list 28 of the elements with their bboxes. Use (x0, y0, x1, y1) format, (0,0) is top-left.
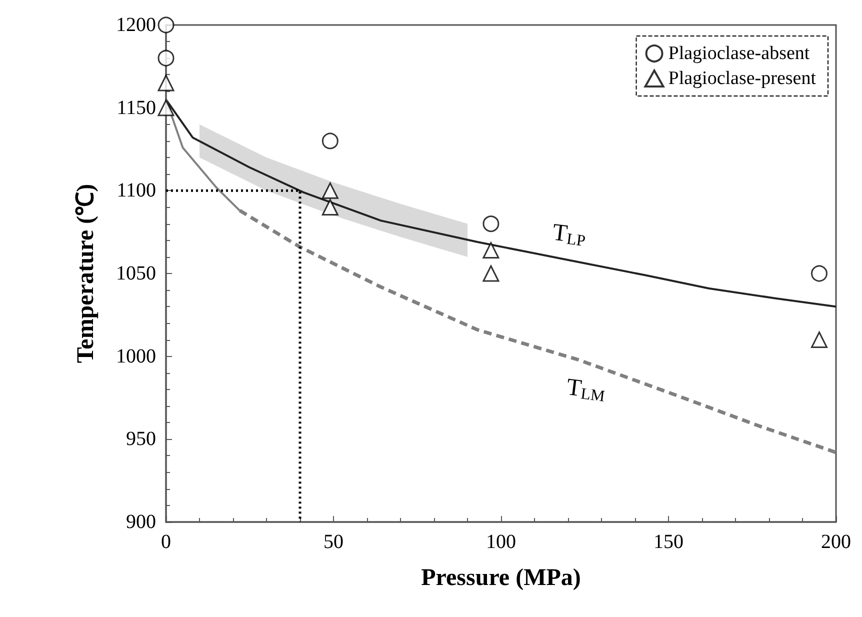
point (811, 265, 828, 282)
text: TLM (565, 374, 606, 406)
point (322, 132, 338, 150)
y-tick-label: 1000 (116, 345, 156, 368)
point (482, 265, 500, 282)
point (482, 216, 500, 232)
point (322, 182, 338, 199)
legend-label: Plagioclase-present (668, 68, 817, 89)
point (158, 100, 174, 116)
x-tick-label: 50 (324, 531, 344, 553)
y-axis-title: Temperature (℃) (73, 184, 99, 364)
x-axis-title: Pressure (MPa) (421, 565, 581, 591)
x-tick-label: 100 (486, 531, 516, 553)
point (158, 74, 174, 92)
y-tick-label: 950 (126, 428, 156, 450)
y-tick-label: 1050 (116, 262, 156, 284)
x-tick-label: 0 (161, 531, 171, 553)
y-tick-label: 900 (126, 511, 156, 533)
x-tick-label: 200 (821, 531, 851, 553)
point (322, 198, 338, 216)
y-tick-label: 1200 (116, 14, 156, 36)
x-tick-label: 150 (654, 531, 684, 553)
legend-label: Plagioclase-absent (668, 43, 810, 64)
y-tick-label: 1150 (116, 96, 156, 119)
y-tick-label: 1100 (116, 180, 156, 202)
point (158, 50, 174, 66)
point (158, 16, 174, 34)
text: TLP (551, 220, 586, 250)
